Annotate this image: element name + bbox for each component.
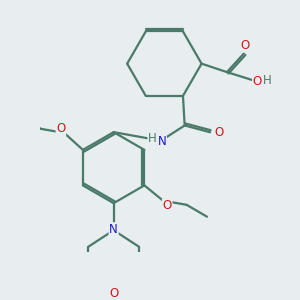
Text: O: O [253, 75, 262, 88]
Text: N: N [109, 223, 118, 236]
Text: O: O [240, 39, 249, 52]
Text: O: O [109, 287, 118, 300]
Text: N: N [158, 135, 166, 148]
Text: O: O [215, 126, 224, 139]
Text: H: H [148, 133, 157, 146]
Text: O: O [163, 199, 172, 212]
Text: O: O [56, 122, 65, 135]
Text: H: H [263, 74, 272, 87]
